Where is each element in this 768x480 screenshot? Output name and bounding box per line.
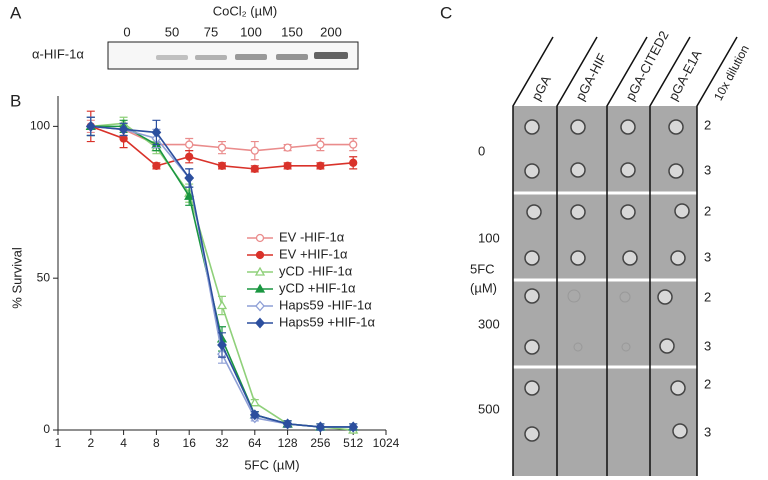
marker: [249, 409, 260, 421]
marker: [254, 283, 266, 293]
lane-label: 100: [240, 24, 262, 39]
x-tick-label: 2: [87, 436, 94, 450]
blot-title: CoCl₂ (µM): [213, 3, 278, 18]
dilution-label: 3: [704, 338, 711, 353]
column-lines: [512, 36, 738, 476]
row-separators: [513, 191, 697, 369]
column-label: pGA-E1A: [665, 47, 704, 103]
marker: [152, 161, 161, 170]
y-tick-label: 50: [37, 270, 51, 284]
row-label: 300: [478, 316, 500, 331]
x-tick-label: 512: [343, 436, 363, 450]
legend-label: Haps59 +HIF-1α: [279, 314, 376, 329]
dilution-label: 2: [704, 289, 711, 304]
marker: [255, 250, 265, 260]
marker: [254, 266, 266, 276]
y-tick-label: 100: [30, 119, 50, 133]
band: [235, 54, 267, 60]
legend-label: yCD -HIF-1α: [279, 263, 353, 278]
lane-label: 0: [123, 24, 130, 39]
lane-label: 150: [281, 24, 303, 39]
dilution-label: 3: [704, 162, 711, 177]
survival-chart: B 5FC (µM) % Survival 0 50 100 1 2 4 8 16 32 64 12…: [9, 91, 399, 472]
lane-label: 50: [165, 24, 179, 39]
marker: [217, 161, 227, 170]
marker: [255, 300, 265, 312]
blot-row-label: α-HIF-1α: [32, 46, 84, 61]
dilution-label: 3: [704, 249, 711, 264]
dilution-label: 2: [704, 117, 711, 132]
column-label: pGA-HIF: [572, 51, 609, 103]
row-label: 0: [478, 143, 485, 158]
band: [276, 54, 308, 60]
marker: [185, 140, 194, 149]
marker: [349, 140, 358, 149]
row-label: 100: [478, 230, 500, 245]
panel-label: B: [10, 91, 21, 110]
marker: [118, 123, 129, 135]
marker: [85, 120, 96, 132]
x-tick-label: 1: [55, 436, 62, 450]
x-tick-label: 64: [248, 436, 262, 450]
marker: [315, 421, 326, 433]
band: [156, 55, 188, 60]
legend-label: Haps59 -HIF-1α: [279, 297, 372, 312]
marker: [250, 164, 259, 174]
marker: [255, 317, 265, 329]
marker: [282, 418, 293, 430]
marker: [283, 161, 292, 170]
dilution-label: 2: [704, 376, 711, 391]
marker: [316, 140, 325, 149]
x-tick-label: 8: [153, 436, 160, 450]
legend-label: EV -HIF-1α: [279, 229, 345, 244]
marker: [348, 421, 359, 433]
marker: [184, 172, 195, 184]
column-label: 10x dilution: [711, 43, 752, 103]
dilution-label: 3: [704, 424, 711, 439]
x-tick-label: 32: [215, 436, 229, 450]
dilution-label: 2: [704, 203, 711, 218]
lane-label: 200: [320, 24, 342, 39]
marker: [217, 339, 227, 351]
axis-label: (µM): [470, 280, 497, 295]
x-tick-label: 4: [120, 436, 127, 450]
marker: [217, 143, 227, 152]
marker: [316, 161, 325, 170]
x-axis-label: 5FC (µM): [244, 457, 299, 472]
legend-label: yCD +HIF-1α: [279, 280, 356, 295]
spot-assay: C pGA pGA-HIF pGA-CITED2 pGA-E1A 10x dil…: [440, 3, 752, 476]
legend-label: EV +HIF-1α: [279, 246, 348, 261]
column-label: pGA: [528, 73, 554, 103]
marker: [216, 300, 228, 310]
band: [314, 52, 348, 59]
marker: [250, 146, 259, 155]
y-axis-label: % Survival: [9, 247, 24, 309]
spots: [524, 119, 690, 442]
x-tick-label: 128: [278, 436, 298, 450]
marker: [151, 126, 162, 138]
marker: [255, 233, 265, 243]
panel-label: A: [10, 3, 22, 22]
panel-label: C: [440, 3, 452, 22]
x-tick-label: 1024: [373, 436, 400, 450]
faint-spots: [567, 289, 631, 352]
y-tick-label: 0: [43, 422, 50, 436]
band: [195, 55, 227, 60]
marker: [184, 190, 195, 200]
row-label: 500: [478, 401, 500, 416]
marker: [185, 152, 194, 161]
axis-label: 5FC: [470, 261, 495, 276]
marker: [349, 158, 358, 167]
x-tick-label: 256: [310, 436, 330, 450]
x-tick-label: 16: [183, 436, 197, 450]
marker: [249, 397, 260, 407]
blot-bands: [156, 52, 348, 60]
lane-label: 75: [204, 24, 218, 39]
marker: [283, 143, 292, 152]
